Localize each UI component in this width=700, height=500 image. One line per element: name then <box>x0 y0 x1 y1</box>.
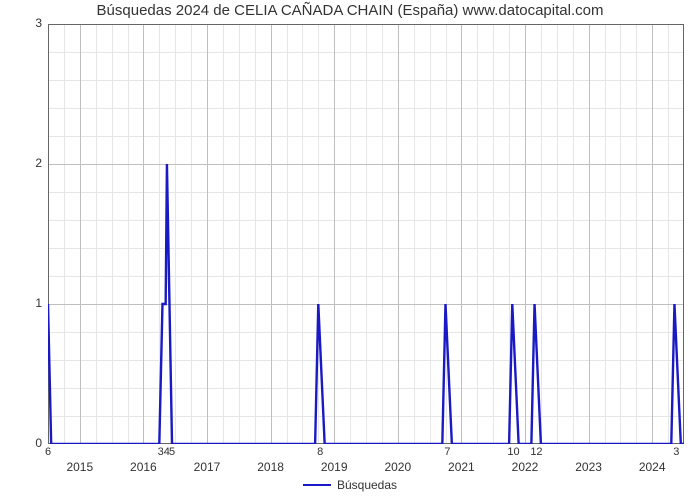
spike-label: 7 <box>444 446 450 458</box>
x-tick-label: 2016 <box>130 460 157 474</box>
chart-plot <box>48 24 684 444</box>
x-tick-label: 2023 <box>575 460 602 474</box>
chart-legend: Búsquedas <box>0 478 700 492</box>
spike-label: 5 <box>169 446 175 458</box>
spike-label: 12 <box>530 446 542 458</box>
y-tick-label: 0 <box>35 436 42 450</box>
x-tick-label: 2024 <box>639 460 666 474</box>
legend-label: Búsquedas <box>337 478 397 492</box>
y-tick-label: 2 <box>35 156 42 170</box>
legend-swatch <box>303 484 331 486</box>
x-tick-label: 2022 <box>512 460 539 474</box>
spike-label: 8 <box>317 446 323 458</box>
x-tick-label: 2021 <box>448 460 475 474</box>
spike-label: 3 <box>673 446 679 458</box>
y-tick-label: 1 <box>35 296 42 310</box>
chart-title: Búsquedas 2024 de CELIA CAÑADA CHAIN (Es… <box>0 2 700 19</box>
x-tick-label: 2017 <box>194 460 221 474</box>
spike-label: 6 <box>45 446 51 458</box>
y-tick-label: 3 <box>35 16 42 30</box>
x-tick-label: 2020 <box>384 460 411 474</box>
chart-container: Búsquedas 2024 de CELIA CAÑADA CHAIN (Es… <box>0 0 700 500</box>
x-tick-label: 2019 <box>321 460 348 474</box>
spike-label: 10 <box>507 446 519 458</box>
x-tick-label: 2018 <box>257 460 284 474</box>
x-tick-label: 2015 <box>66 460 93 474</box>
